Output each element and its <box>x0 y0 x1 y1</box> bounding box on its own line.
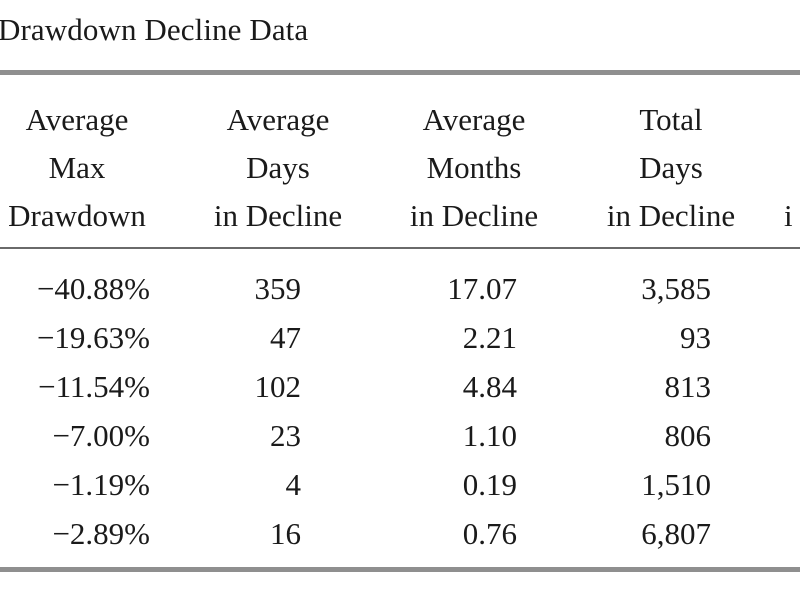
header-line: Average <box>422 102 526 137</box>
table-cell: 2.21 <box>462 320 517 355</box>
header-line: Average <box>25 102 129 137</box>
header-average-months-in-decline: Average Months in Decline <box>410 96 538 240</box>
header-average-days-in-decline: Average Days in Decline <box>214 96 342 240</box>
table-cell: 17.07 <box>447 271 517 306</box>
table-cell: 0.19 <box>462 467 517 502</box>
header-cutoff-column: i <box>784 198 793 233</box>
top-rule <box>0 70 800 75</box>
table-cell: 4 <box>285 467 302 502</box>
table-title: Drawdown Decline Data <box>0 12 309 47</box>
header-line: Average <box>226 102 330 137</box>
header-total-days-in-decline: Total Days in Decline <box>607 96 735 240</box>
table-cell: 813 <box>664 369 712 404</box>
table-cell: 0.76 <box>462 516 517 551</box>
table-cell: 102 <box>254 369 302 404</box>
header-line: in Decline <box>213 198 343 233</box>
header-line: Months <box>426 150 522 185</box>
bottom-rule <box>0 567 800 572</box>
table-cell: 6,807 <box>641 516 711 551</box>
header-line: Total <box>639 102 703 137</box>
table-cell: −19.63% <box>36 320 150 355</box>
header-line: in Decline <box>606 198 736 233</box>
header-line: Days <box>639 150 703 185</box>
table-cell: −2.89% <box>52 516 150 551</box>
table-cell: 23 <box>270 418 301 453</box>
table-cell: −11.54% <box>38 369 150 404</box>
table-cell: 4.84 <box>462 369 517 404</box>
table-cell: 806 <box>664 418 712 453</box>
header-line: Max <box>48 150 106 185</box>
header-line: Drawdown <box>8 198 146 233</box>
table-cell: 93 <box>680 320 711 355</box>
table-cell: 1.10 <box>462 418 517 453</box>
table-cell: 3,585 <box>641 271 711 306</box>
header-rule <box>0 247 800 249</box>
header-average-max-drawdown: Average Max Drawdown <box>8 96 146 240</box>
table-cell: −40.88% <box>36 271 150 306</box>
header-line: Days <box>246 150 310 185</box>
table-cell: 359 <box>254 271 302 306</box>
table-cell: 47 <box>270 320 301 355</box>
table-cell: −7.00% <box>52 418 150 453</box>
table-cell: −1.19% <box>52 467 150 502</box>
table-cell: 1,510 <box>641 467 711 502</box>
table-cell: 16 <box>270 516 301 551</box>
header-line: in Decline <box>409 198 539 233</box>
